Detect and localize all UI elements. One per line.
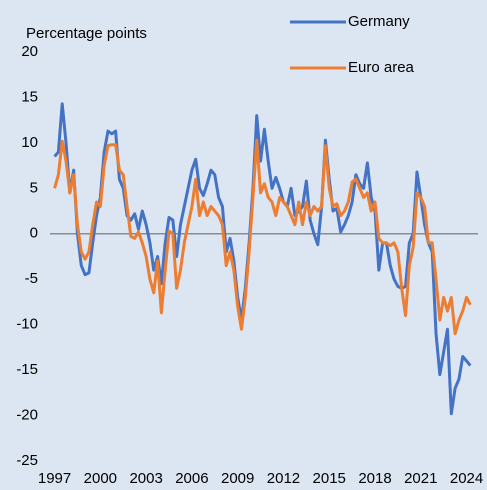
x-tick-label: 2018: [358, 470, 391, 487]
x-tick-label: 2015: [313, 470, 346, 487]
x-tick-label: 2009: [221, 470, 254, 487]
y-tick-label: 20: [21, 43, 38, 60]
y-tick-label: -20: [16, 407, 38, 424]
x-tick-label: 2021: [404, 470, 437, 487]
x-tick-label: 1997: [38, 470, 71, 487]
x-tick-label: 2006: [175, 470, 208, 487]
legend-label: Euro area: [348, 59, 415, 76]
y-tick-label: 10: [21, 134, 38, 151]
y-tick-label: 5: [30, 179, 38, 196]
y-axis-label: Percentage points: [26, 25, 147, 42]
x-tick-label: 2024: [450, 470, 483, 487]
x-tick-label: 2003: [129, 470, 162, 487]
series-line: [53, 138, 472, 336]
x-tick-label: 2000: [84, 470, 117, 487]
legend-label: Germany: [348, 13, 410, 30]
y-tick-label: 0: [30, 225, 38, 242]
y-tick-label: -5: [25, 270, 38, 287]
y-tick-label: 15: [21, 88, 38, 105]
x-tick-label: 2012: [267, 470, 300, 487]
y-tick-label: -15: [16, 361, 38, 378]
y-tick-label: -10: [16, 316, 38, 333]
y-tick-label: -25: [16, 452, 38, 469]
